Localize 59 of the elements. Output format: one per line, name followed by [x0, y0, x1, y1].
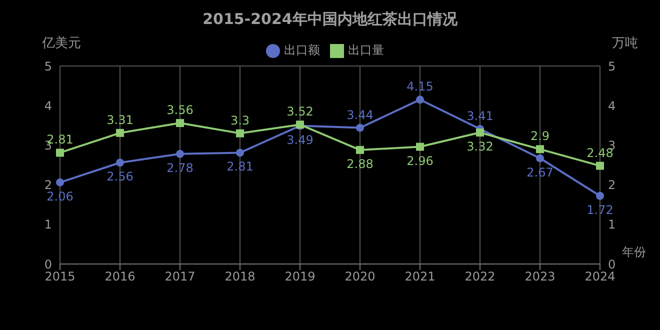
data-label: 3.56 [166, 103, 194, 118]
point [236, 129, 244, 138]
y2-tick-label: 0 [608, 257, 616, 272]
data-label: 2.56 [106, 170, 134, 184]
point [596, 192, 604, 200]
data-label: 2.78 [166, 160, 194, 175]
point [116, 158, 124, 167]
legend-label: 出口额 [284, 43, 320, 57]
data-label: 3.3 [230, 113, 250, 128]
point [236, 148, 244, 157]
data-label: 1.72 [586, 202, 614, 217]
x-tick-label: 2020 [344, 270, 376, 284]
data-label: 3.31 [106, 112, 134, 127]
point [176, 119, 184, 128]
y2-tick-label: 5 [608, 59, 616, 74]
x-tick-label: 2017 [164, 270, 196, 284]
data-label: 2.88 [346, 156, 374, 171]
point [116, 128, 124, 137]
x-tick-label: 2015 [44, 270, 76, 284]
data-label: 3.41 [466, 108, 494, 123]
data-label: 2.9 [530, 129, 550, 144]
point [536, 145, 544, 154]
x-tick-label: 2019 [284, 270, 316, 284]
point [356, 124, 364, 132]
y-tick-label: 0 [44, 257, 52, 272]
data-label: 2.67 [526, 165, 554, 180]
point [56, 148, 64, 157]
y2-tick-label: 2 [608, 178, 616, 192]
legend-label: 出口量 [348, 43, 384, 57]
data-label: 3.52 [286, 104, 314, 119]
data-label: 3.32 [466, 140, 494, 154]
point [356, 146, 364, 154]
y2-tick-label: 1 [608, 218, 616, 232]
point [56, 178, 64, 186]
data-label: 4.15 [406, 80, 434, 94]
point [416, 96, 424, 104]
x-tick-label: 2021 [404, 270, 436, 284]
point [596, 162, 604, 170]
data-label: 3.44 [346, 108, 374, 122]
x-tick-label: 2022 [464, 270, 496, 284]
y2-tick-label: 4 [608, 98, 616, 113]
y-tick-label: 4 [44, 98, 52, 113]
y2-axis-title: 万吨 [612, 35, 638, 52]
data-label: 2.81 [226, 160, 254, 174]
data-label: 3.49 [286, 132, 314, 147]
chart-title: 2015-2024年中国内地红茶出口情况 [202, 10, 458, 29]
x-tick-label: 2023 [524, 270, 556, 284]
y-tick-label: 5 [44, 59, 52, 74]
point [416, 142, 424, 151]
x-tick-label: 2016 [104, 270, 136, 284]
y-axis-title: 亿美元 [42, 35, 81, 52]
point [536, 154, 544, 162]
point [176, 150, 184, 158]
point [476, 128, 484, 137]
y-tick-label: 1 [44, 218, 52, 232]
x-axis-title: 年份 [622, 244, 646, 261]
x-tick-label: 2024 [584, 270, 616, 284]
x-tick-label: 2018 [224, 270, 256, 284]
data-label: 2.96 [406, 154, 434, 168]
